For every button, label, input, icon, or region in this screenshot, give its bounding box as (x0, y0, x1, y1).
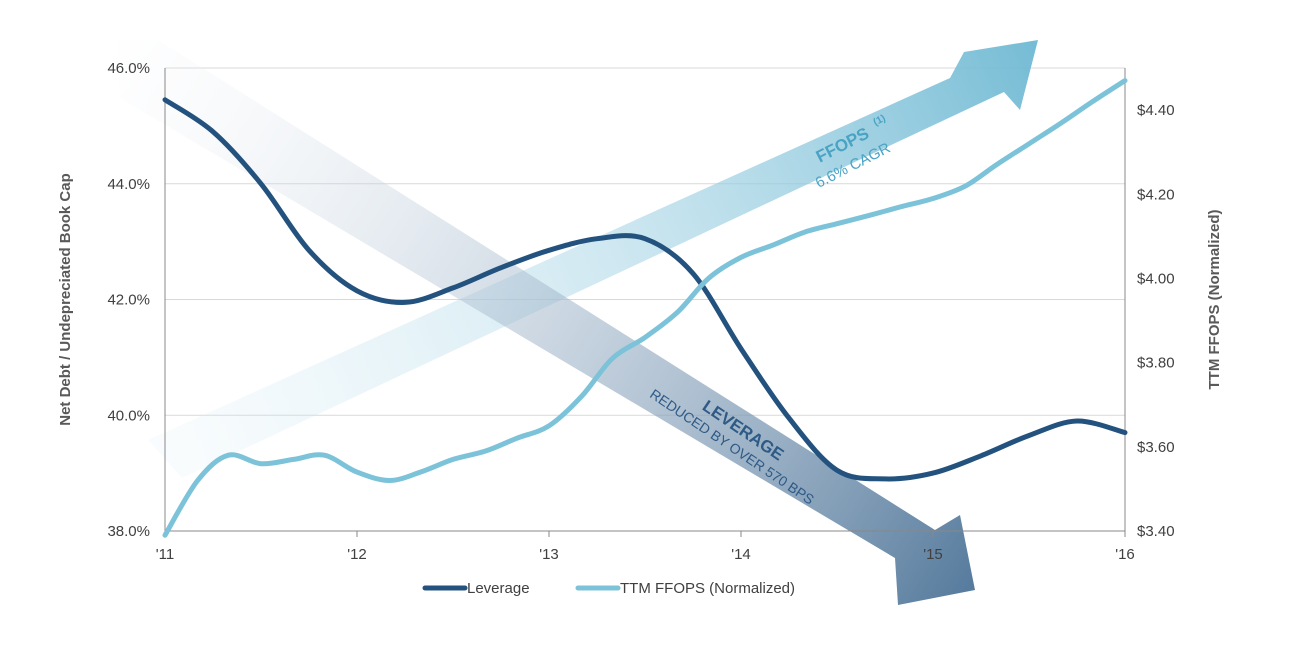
y-right-axis-title: TTM FFOPS (Normalized) (1206, 209, 1223, 389)
legend: Leverage TTM FFOPS (Normalized) (422, 580, 795, 597)
ffops-trend-arrow (148, 40, 1038, 478)
x-tick-label: '11 (156, 546, 174, 563)
y-left-tick-label: 38.0% (107, 523, 150, 540)
x-tick-label: '15 (923, 546, 943, 563)
y-right-tick-label: $3.80 (1137, 355, 1175, 372)
y-right-tick-label: $3.40 (1137, 523, 1175, 540)
leverage-trend-arrow (118, 40, 975, 605)
x-tick-label: '14 (731, 546, 751, 563)
legend-ffops-label: TTM FFOPS (Normalized) (620, 580, 795, 597)
y-left-tick-label: 46.0% (107, 60, 150, 77)
y-right-tick-label: $4.00 (1137, 270, 1175, 287)
x-tick-label: '13 (539, 546, 559, 563)
y-left-tick-label: 40.0% (107, 407, 150, 424)
y-right-tick-label: $4.40 (1137, 102, 1175, 119)
x-tick-label: '12 (347, 546, 367, 563)
y-left-axis-title: Net Debt / Undepreciated Book Cap (57, 173, 74, 426)
y-left-tick-label: 42.0% (107, 292, 150, 309)
ffops-annotation-footnote: (1) (872, 113, 888, 128)
y-left-tick-label: 44.0% (107, 176, 150, 193)
x-tick-label: '16 (1115, 546, 1135, 563)
y-right-tick-label: $3.60 (1137, 439, 1175, 456)
series-lines (162, 78, 1128, 538)
y-right-tick-label: $4.20 (1137, 186, 1175, 203)
leverage-line (162, 97, 1128, 482)
ffops-line (162, 78, 1128, 538)
axes: 38.0% 40.0% 42.0% 44.0% 46.0% $3.40 $3.60 $3.80… (57, 60, 1223, 563)
legend-leverage-label: Leverage (467, 580, 530, 597)
background-arrows (118, 40, 1038, 605)
